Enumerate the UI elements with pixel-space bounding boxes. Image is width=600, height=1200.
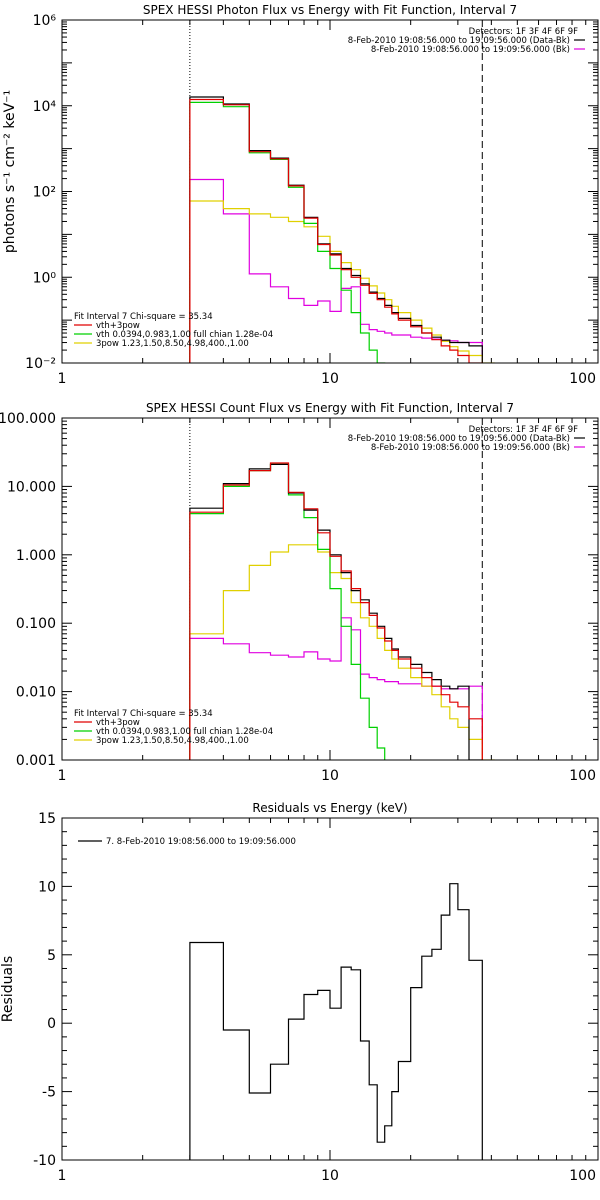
legend-entry-label: 8-Feb-2010 19:08:56.000 to 19:09:56.000 … <box>371 45 570 55</box>
y-tick-label: -5 <box>42 1085 56 1101</box>
x-tick-label: 10 <box>321 371 339 387</box>
y-tick-label: 5 <box>47 948 56 964</box>
y-tick-label: 10⁻² <box>25 356 56 372</box>
legend-bottom: Fit Interval 7 Chi-square = 35.34vth+3po… <box>74 709 273 746</box>
x-tick-label: 1 <box>58 768 67 784</box>
chart-title: SPEX HESSI Photon Flux vs Energy with Fi… <box>143 3 517 17</box>
y-tick-label: 0.001 <box>16 753 56 769</box>
series-vth-line <box>189 463 386 760</box>
fit-info-label: Fit Interval 7 Chi-square = 35.34 <box>74 312 213 322</box>
legend-entry-label: vth 0.0394,0.983,1.00 full chian 1.28e-0… <box>96 330 273 340</box>
x-tick-label: 1 <box>58 371 67 387</box>
x-tick-label: 1 <box>58 1168 67 1184</box>
y-tick-label: 0.010 <box>16 685 56 701</box>
chart-title: SPEX HESSI Count Flux vs Energy with Fit… <box>146 401 514 415</box>
series-group <box>189 883 483 1160</box>
x-tick-label: 100 <box>569 768 596 784</box>
series-group <box>189 462 495 760</box>
detectors-label: Detectors: 1F 3F 4F 6F 9F <box>469 425 578 435</box>
y-axis-label: photons s⁻¹ cm⁻² keV⁻¹ <box>2 90 18 253</box>
legend-entry-label: vth+3pow <box>96 321 140 331</box>
axes <box>61 20 598 364</box>
series-bk-line <box>189 617 483 760</box>
axes <box>61 418 598 761</box>
y-tick-label: 10 <box>38 879 56 895</box>
detectors-label: Detectors: 1F 3F 4F 6F 9F <box>469 27 578 37</box>
y-tick-label: 1.000 <box>16 548 56 564</box>
legend-entry-label: vth+3pow <box>96 718 140 728</box>
legend-top: Detectors: 1F 3F 4F 6F 9F8-Feb-2010 19:0… <box>348 425 585 453</box>
y-tick-label: 10⁶ <box>33 13 57 29</box>
y-tick-label: 10.000 <box>7 479 56 495</box>
axes <box>61 817 598 1161</box>
legend-entry-label: 3pow 1.23,1.50,8.50,4.98,400.,1.00 <box>96 339 249 349</box>
y-tick-label: 10⁰ <box>33 270 57 286</box>
y-tick-label: 10² <box>33 185 56 201</box>
y-tick-label: 0.100 <box>16 616 56 632</box>
chart-title: Residuals vs Energy (keV) <box>252 801 407 815</box>
series-vth-3pow-line <box>189 98 483 363</box>
y-tick-label: -10 <box>33 1153 56 1169</box>
series-data-bk-line <box>189 463 483 760</box>
legend-entry-label: 7. 8-Feb-2010 19:08:56.000 to 19:09:56.0… <box>106 837 296 847</box>
chart-panel-2: SPEX HESSI Count Flux vs Energy with Fit… <box>0 401 599 784</box>
series-group <box>189 96 495 363</box>
series-7-line <box>189 883 483 1160</box>
legend-entry-label: 3pow 1.23,1.50,8.50,4.98,400.,1.00 <box>96 736 249 746</box>
series-3pow-line <box>189 544 495 760</box>
legend-entry-label: 8-Feb-2010 19:08:56.000 to 19:09:56.000 … <box>348 36 570 46</box>
legend-entry-label: 8-Feb-2010 19:08:56.000 to 19:09:56.000 … <box>371 443 570 453</box>
legend-bottom: Fit Interval 7 Chi-square = 35.34vth+3po… <box>74 312 273 349</box>
plot-frame <box>61 19 599 364</box>
x-tick-label: 10 <box>321 1168 339 1184</box>
x-tick-label: 100 <box>569 371 596 387</box>
chart-panel-3: Residuals vs Energy (keV) 1 10 100 -10 -5 0 5 10… <box>0 801 599 1184</box>
legend-top: Detectors: 1F 3F 4F 6F 9F8-Feb-2010 19:0… <box>348 27 585 55</box>
x-tick-label: 100 <box>569 1168 596 1184</box>
y-axis-label: Residuals <box>0 956 16 1022</box>
y-tick-label: 10⁴ <box>33 99 57 115</box>
fit-info-label: Fit Interval 7 Chi-square = 35.34 <box>74 709 213 719</box>
x-tick-label: 10 <box>321 768 339 784</box>
legend-top: 7. 8-Feb-2010 19:08:56.000 to 19:09:56.0… <box>78 837 296 847</box>
legend-entry-label: 8-Feb-2010 19:08:56.000 to 19:09:56.000 … <box>348 434 570 444</box>
y-tick-label: 0 <box>47 1016 56 1032</box>
chart-panel-1: SPEX HESSI Photon Flux vs Energy with Fi… <box>2 3 599 387</box>
series-vth-3pow-line <box>189 462 483 760</box>
y-tick-label: 15 <box>38 811 56 827</box>
y-tick-label: 100.000 <box>0 411 56 427</box>
plot-frame <box>61 817 599 1161</box>
plot-frame <box>61 417 599 761</box>
legend-entry-label: vth 0.0394,0.983,1.00 full chian 1.28e-0… <box>96 727 273 737</box>
